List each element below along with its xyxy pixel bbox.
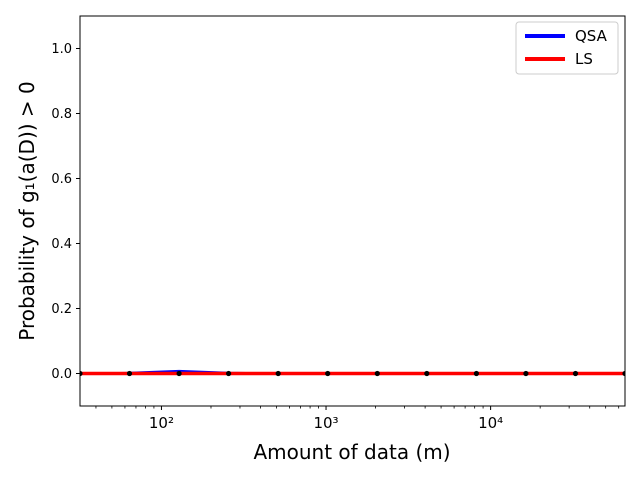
data-point	[523, 370, 529, 377]
data-point	[473, 370, 479, 377]
legend-label-ls: LS	[575, 50, 593, 68]
data-point	[126, 370, 133, 377]
data-point	[226, 370, 232, 377]
x-tick-label: 10²	[149, 414, 174, 432]
y-axis-label: Probability of g₁(a(D)) > 0	[15, 81, 39, 341]
plot-frame	[79, 15, 626, 407]
data-point	[275, 370, 281, 377]
data-point	[374, 370, 380, 377]
x-tick-label: 10⁴	[478, 414, 503, 432]
x-tick-label: 10³	[313, 414, 338, 432]
plot-area	[80, 16, 625, 406]
data-point	[176, 370, 182, 377]
y-tick-label: 1.0	[51, 42, 72, 57]
x-axis-label: Amount of data (m)	[253, 440, 450, 464]
data-point	[80, 370, 83, 377]
y-tick-label: 0.6	[51, 172, 72, 187]
data-point	[424, 370, 430, 377]
legend-label-qsa: QSA	[575, 27, 608, 45]
legend: QSA LS	[515, 21, 619, 75]
y-tick-label: 0.4	[51, 237, 72, 252]
data-point	[572, 370, 579, 377]
y-tick-label: 0.0	[51, 367, 72, 382]
y-tick-label: 0.8	[51, 107, 72, 122]
data-point	[325, 370, 331, 377]
y-tick-label: 0.2	[51, 302, 72, 317]
data-point	[622, 370, 625, 377]
